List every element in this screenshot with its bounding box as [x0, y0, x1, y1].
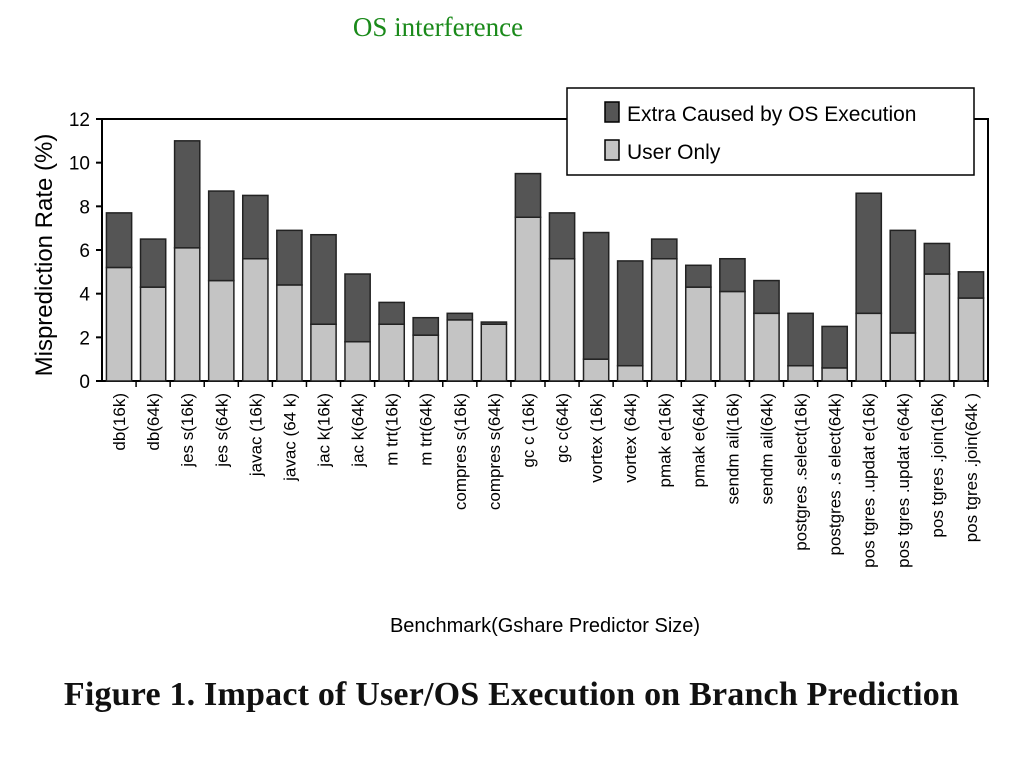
y-tick-label: 4 — [79, 285, 90, 306]
bar-extra-os — [480, 321, 508, 325]
bar-extra-os — [923, 242, 951, 275]
x-category-label: javac (64 k) — [280, 393, 299, 482]
bar-user-only — [310, 323, 337, 382]
bar-user-only — [276, 284, 303, 382]
bar-user-only — [855, 312, 883, 382]
x-category-label: m trt(64k) — [417, 393, 436, 466]
stacked-bar-chart: Misprediction Rate (%) 0 2 4 6 8 10 12 db(16k) d… — [31, 87, 989, 637]
bar-extra-os — [207, 190, 235, 282]
x-category-label: pos tgres .updat e(16k) — [860, 393, 879, 568]
x-category-label: postgres .s elect(64k) — [826, 393, 845, 556]
x-category-label: sendm ail(64k) — [758, 393, 777, 505]
x-axis-title: Benchmark(Gshare Predictor Size) — [390, 615, 700, 637]
bar-extra-os — [582, 231, 610, 360]
x-category-label: compres s(16k) — [451, 393, 470, 510]
x-category-label: vortex (64k) — [621, 393, 640, 483]
bar-extra-os — [241, 194, 269, 260]
x-category-label: pos tgres .updat e(64k) — [894, 393, 913, 568]
bar-user-only — [446, 319, 474, 382]
bar-extra-os — [650, 238, 678, 260]
bar-extra-os — [616, 260, 644, 367]
slide-title: OS interference — [352, 12, 524, 42]
bar-user-only — [582, 358, 610, 382]
bar-extra-os — [139, 238, 167, 288]
x-category-label: jes s(16k) — [178, 393, 197, 468]
x-category-label: pmak e(64k) — [689, 393, 708, 487]
bar-user-only — [241, 257, 269, 382]
x-category-label: vortex (16k) — [587, 393, 606, 483]
x-category-label: gc c (16k) — [519, 393, 538, 468]
bar-extra-os — [821, 325, 849, 369]
bar-extra-os — [514, 172, 542, 218]
x-category-label: pmak e(16k) — [655, 393, 674, 487]
legend-box — [566, 87, 975, 176]
bar-user-only — [412, 334, 440, 382]
y-tick-label: 8 — [79, 197, 90, 218]
bar-user-only — [514, 216, 542, 382]
bar-user-only — [105, 266, 133, 382]
bar-extra-os — [412, 316, 440, 336]
plot-area: 0 2 4 6 8 10 12 db(16k) db(64k) jes s(16k) jes s(6… — [69, 110, 989, 568]
bar-extra-os — [719, 257, 746, 293]
bar-user-only — [173, 247, 201, 382]
x-category-label: db(64k) — [144, 393, 163, 451]
x-category-label: pos tgres .join(16k) — [928, 393, 947, 538]
legend-label: User Only — [627, 141, 721, 164]
bar-user-only — [139, 286, 167, 382]
x-category-label: pos tgres .join(64k ) — [962, 393, 981, 542]
bar-user-only — [650, 257, 678, 382]
legend-swatch — [604, 101, 620, 123]
y-tick-label: 12 — [69, 110, 90, 131]
figure-caption: Figure 1. Impact of User/OS Execution on… — [63, 676, 960, 713]
bar-extra-os — [173, 140, 201, 249]
bar-extra-os — [310, 233, 337, 325]
y-axis-title: Misprediction Rate (%) — [31, 134, 58, 377]
legend-swatch — [604, 139, 620, 161]
bar-user-only — [787, 364, 814, 382]
x-category-label: jes s(64k) — [212, 393, 231, 468]
y-tick-label: 6 — [79, 241, 90, 262]
x-category-label: jac k(16k) — [315, 393, 334, 468]
bar-extra-os — [889, 229, 917, 334]
bar-user-only — [719, 290, 746, 382]
y-tick-label: 10 — [69, 154, 90, 175]
bar-extra-os — [344, 273, 371, 343]
legend-label: Extra Caused by OS Execution — [627, 103, 916, 126]
x-category-label: db(16k) — [110, 393, 129, 451]
bar-user-only — [753, 312, 780, 382]
bar-user-only — [821, 367, 849, 382]
bar-extra-os — [548, 212, 576, 260]
bar-extra-os — [684, 264, 712, 288]
bar-user-only — [480, 323, 508, 382]
bar-user-only — [684, 286, 712, 382]
x-category-label: postgres .select(16k) — [792, 393, 811, 551]
x-category-label: javac (16k) — [246, 393, 265, 477]
bar-user-only — [344, 340, 371, 382]
bar-extra-os — [787, 312, 814, 367]
bar-user-only — [923, 273, 951, 382]
x-category-label: sendm ail(16k) — [723, 393, 742, 505]
x-category-label: gc c(64k) — [553, 393, 572, 463]
bar-user-only — [889, 332, 917, 382]
x-category-label: jac k(64k) — [349, 393, 368, 468]
legend: Extra Caused by OS Execution User Only — [566, 87, 975, 176]
bar-extra-os — [957, 271, 985, 299]
x-category-label: compres s(64k) — [485, 393, 504, 510]
x-category-label: m trt(16k) — [383, 393, 402, 466]
bar-user-only — [548, 257, 576, 382]
bar-extra-os — [855, 192, 883, 315]
bar-extra-os — [446, 312, 474, 321]
bar-user-only — [616, 364, 644, 382]
y-tick-label: 0 — [79, 372, 90, 393]
bar-user-only — [957, 297, 985, 382]
bar-extra-os — [378, 301, 406, 325]
bar-user-only — [378, 323, 406, 382]
bar-extra-os — [276, 229, 303, 286]
bar-user-only — [207, 279, 235, 382]
y-tick-label: 2 — [79, 328, 90, 349]
bar-extra-os — [105, 212, 133, 269]
bar-extra-os — [753, 279, 780, 315]
y-axis-title-group: Misprediction Rate (%) — [31, 134, 58, 377]
